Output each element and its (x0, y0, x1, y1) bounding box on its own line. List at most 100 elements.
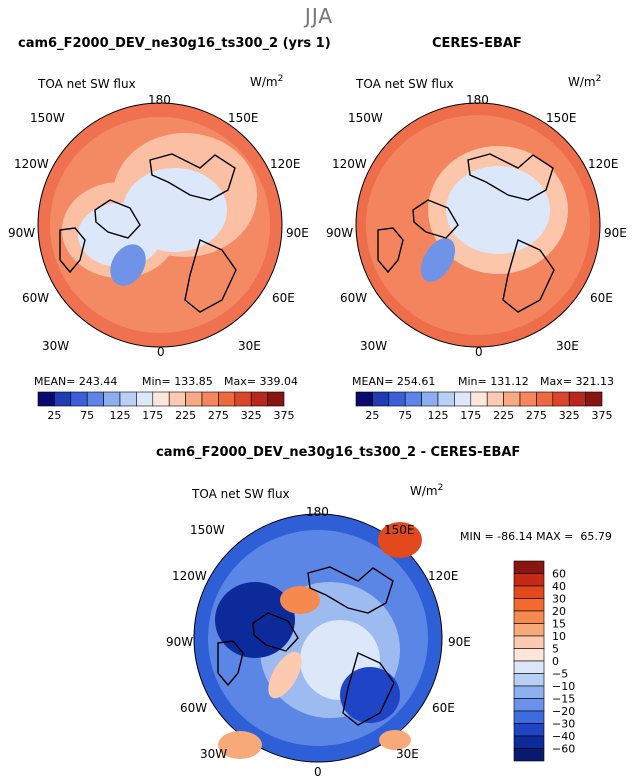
diff-variable: TOA net SW flux (191, 487, 290, 501)
lon-150w: 150W (30, 111, 65, 125)
colorbar-tick-label: −15 (552, 693, 575, 706)
lon-180: 180 (148, 93, 171, 107)
colorbar-swatch (372, 391, 390, 407)
greenland-low-region (110, 244, 146, 286)
diff-panel-map: TOA net SW flux W/m2 MIN = -86.14 MAX = … (166, 483, 612, 779)
colorbar-swatch (119, 391, 137, 407)
panel-2-variable: TOA net SW flux (355, 77, 454, 91)
panel-2-disk (355, 102, 601, 348)
coastlines (377, 153, 555, 313)
arctic-ice-region (446, 166, 550, 254)
strong-positive-region (378, 522, 422, 558)
panel-1-map: TOA net SW flux W/m2 180 150W 150E 120W … (8, 74, 309, 420)
lon-150w: 150W (348, 111, 383, 125)
colorbar-tick-label: 40 (552, 580, 566, 593)
colorbar-swatch (513, 560, 545, 574)
colorbar-tick-label: 275 (208, 409, 229, 420)
lon-60w: 60W (22, 291, 49, 305)
colorbar-swatch (513, 673, 545, 687)
lon-60e: 60E (432, 701, 455, 715)
colorbar-tick-label: −30 (552, 718, 575, 731)
greenland-low-region (420, 238, 456, 282)
colorbar-swatch (404, 391, 422, 407)
panel-1-mean: MEAN= 243.44 (34, 375, 117, 388)
positive-region (268, 651, 302, 699)
panel-1-disk (37, 102, 283, 348)
colorbar-swatch (355, 391, 373, 407)
colorbar-swatch (54, 391, 72, 407)
colorbar-swatch (250, 391, 268, 407)
panel-1-max: Max= 339.04 (224, 375, 298, 388)
colorbar-swatch (513, 685, 545, 699)
colorbar-swatch (267, 391, 285, 407)
colorbar-tick-label: 15 (552, 618, 566, 631)
colorbar-swatch (421, 391, 439, 407)
colorbar-swatch (152, 391, 170, 407)
strong-negative-region (215, 582, 295, 658)
colorbar-tick-label: 30 (552, 593, 566, 606)
colorbar-tick-label: 75 (80, 409, 94, 420)
lon-150e: 150E (546, 111, 577, 125)
colorbar-swatch (513, 698, 545, 712)
colorbar-swatch (470, 391, 488, 407)
lon-0: 0 (157, 345, 165, 359)
colorbar-swatch (454, 391, 472, 407)
diff-panel-title: cam6_F2000_DEV_ne30g16_ts300_2 - CERES-E… (156, 445, 521, 460)
colorbar-swatch (486, 391, 504, 407)
colorbar-tick-label: 175 (460, 409, 481, 420)
colorbar-swatch (519, 391, 537, 407)
lon-120e: 120E (270, 157, 301, 171)
colorbar-swatch (201, 391, 219, 407)
colorbar-swatch (168, 391, 186, 407)
colorbar-swatch (513, 710, 545, 724)
lon-30w: 30W (42, 339, 69, 353)
colorbar-tick-label: 20 (552, 605, 566, 618)
colorbar-tick-label: −10 (552, 680, 575, 693)
positive-region (280, 586, 320, 614)
panel-1-min: Min= 133.85 (142, 375, 213, 388)
colorbar-tick-label: 75 (398, 409, 412, 420)
panel-2-min: Min= 131.12 (458, 375, 529, 388)
lon-120w: 120W (14, 157, 49, 171)
lon-150w: 150W (190, 523, 225, 537)
panel-2-map: TOA net SW flux W/m2 180 150W 150E 120W … (326, 74, 627, 420)
colorbar-swatch (388, 391, 406, 407)
lon-180: 180 (306, 505, 329, 519)
lon-150e: 150E (228, 111, 259, 125)
colorbar-tick-label: 225 (175, 409, 196, 420)
colorbar-tick-label: 375 (274, 409, 295, 420)
panel-1-title: cam6_F2000_DEV_ne30g16_ts300_2 (yrs 1) (18, 36, 331, 51)
colorbar-swatch (513, 623, 545, 637)
colorbar-tick-label: 0 (552, 655, 559, 668)
lon-0: 0 (314, 765, 322, 779)
panel-2-title: CERES-EBAF (432, 36, 522, 51)
lon-60w: 60W (340, 291, 367, 305)
coastlines (59, 153, 237, 313)
colorbar-tick-label: −60 (552, 743, 575, 756)
colorbar-swatch (568, 391, 586, 407)
lon-120e: 120E (588, 157, 619, 171)
colorbar-swatch (70, 391, 88, 407)
lon-90w: 90W (8, 226, 35, 240)
colorbar-swatch (513, 635, 545, 649)
diff-units: W/m2 (410, 483, 443, 498)
lon-90e: 90E (286, 226, 309, 240)
lon-90w: 90W (326, 226, 353, 240)
lon-30e: 30E (238, 339, 261, 353)
positive-region (379, 730, 411, 750)
lon-90e: 90E (604, 226, 627, 240)
colorbar-tick-label: 125 (428, 409, 449, 420)
positive-region (218, 731, 262, 759)
lon-60w: 60W (180, 701, 207, 715)
colorbar-tick-label: 175 (142, 409, 163, 420)
panel-2-units: W/m2 (568, 74, 601, 89)
colorbar-tick-label: 25 (365, 409, 379, 420)
diff-minmax: MIN = -86.14 MAX = 65.79 (460, 530, 612, 543)
colorbar-swatch (513, 610, 545, 624)
panel-1-variable: TOA net SW flux (37, 77, 136, 91)
colorbar-tick-label: 10 (552, 630, 566, 643)
colorbar-tick-label: 275 (526, 409, 547, 420)
colorbar-swatch (513, 573, 545, 587)
lon-120w: 120W (172, 569, 207, 583)
